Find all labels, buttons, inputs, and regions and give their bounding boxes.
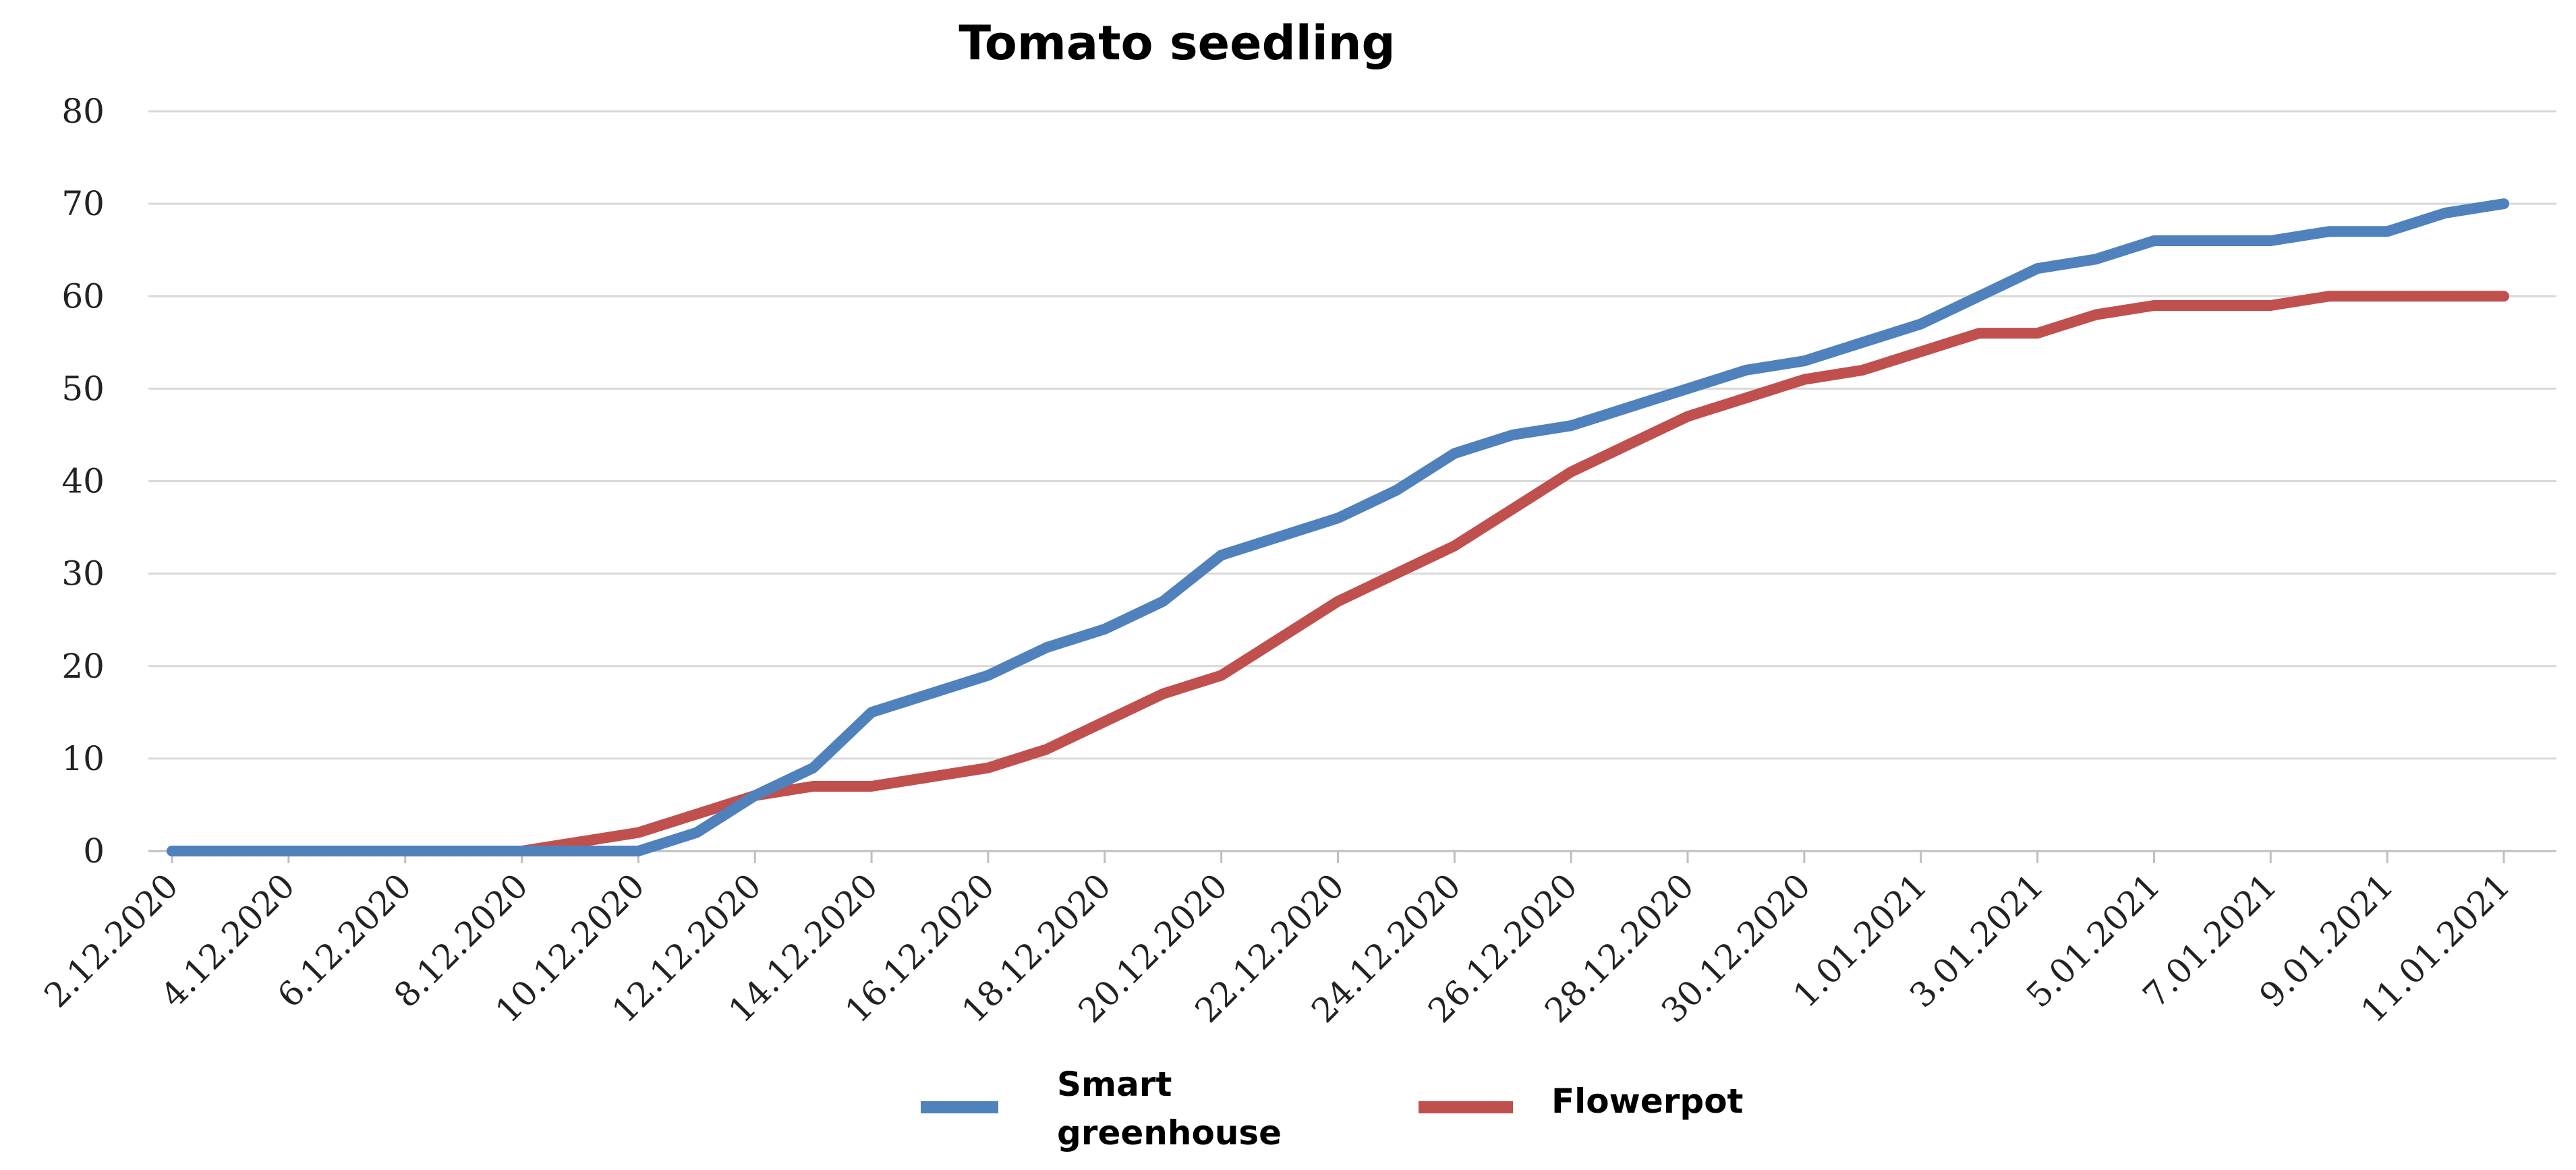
- y-tick-label: 50: [61, 369, 105, 408]
- legend-label-flowerpot: Flowerpot: [1551, 1082, 1743, 1121]
- x-axis: 2.12.20204.12.20206.12.20208.12.202010.1…: [37, 850, 2556, 1030]
- series-line-smart-greenhouse: [167, 198, 2509, 856]
- y-tick-label: 20: [61, 647, 105, 686]
- gridlines: [148, 110, 2556, 760]
- y-tick-label: 60: [61, 276, 105, 316]
- legend-label-smart-line2: greenhouse: [1057, 1113, 1282, 1152]
- y-axis-ticks: 0 10 20 30 40 50 60 70 80: [61, 92, 105, 871]
- y-tick-label: 40: [61, 462, 105, 501]
- y-tick-label: 80: [61, 92, 105, 131]
- y-tick-label: 10: [61, 739, 105, 778]
- legend: Smart greenhouse Flowerpot: [921, 1065, 1743, 1152]
- y-tick-label: 70: [61, 184, 105, 223]
- series-line-flowerpot: [167, 291, 2509, 856]
- y-tick-label: 30: [61, 554, 105, 593]
- legend-label-smart-line1: Smart: [1057, 1065, 1172, 1104]
- y-tick-label: 0: [83, 831, 105, 871]
- chart-title: Tomato seedling: [958, 16, 1395, 71]
- series-lines: [167, 198, 2509, 856]
